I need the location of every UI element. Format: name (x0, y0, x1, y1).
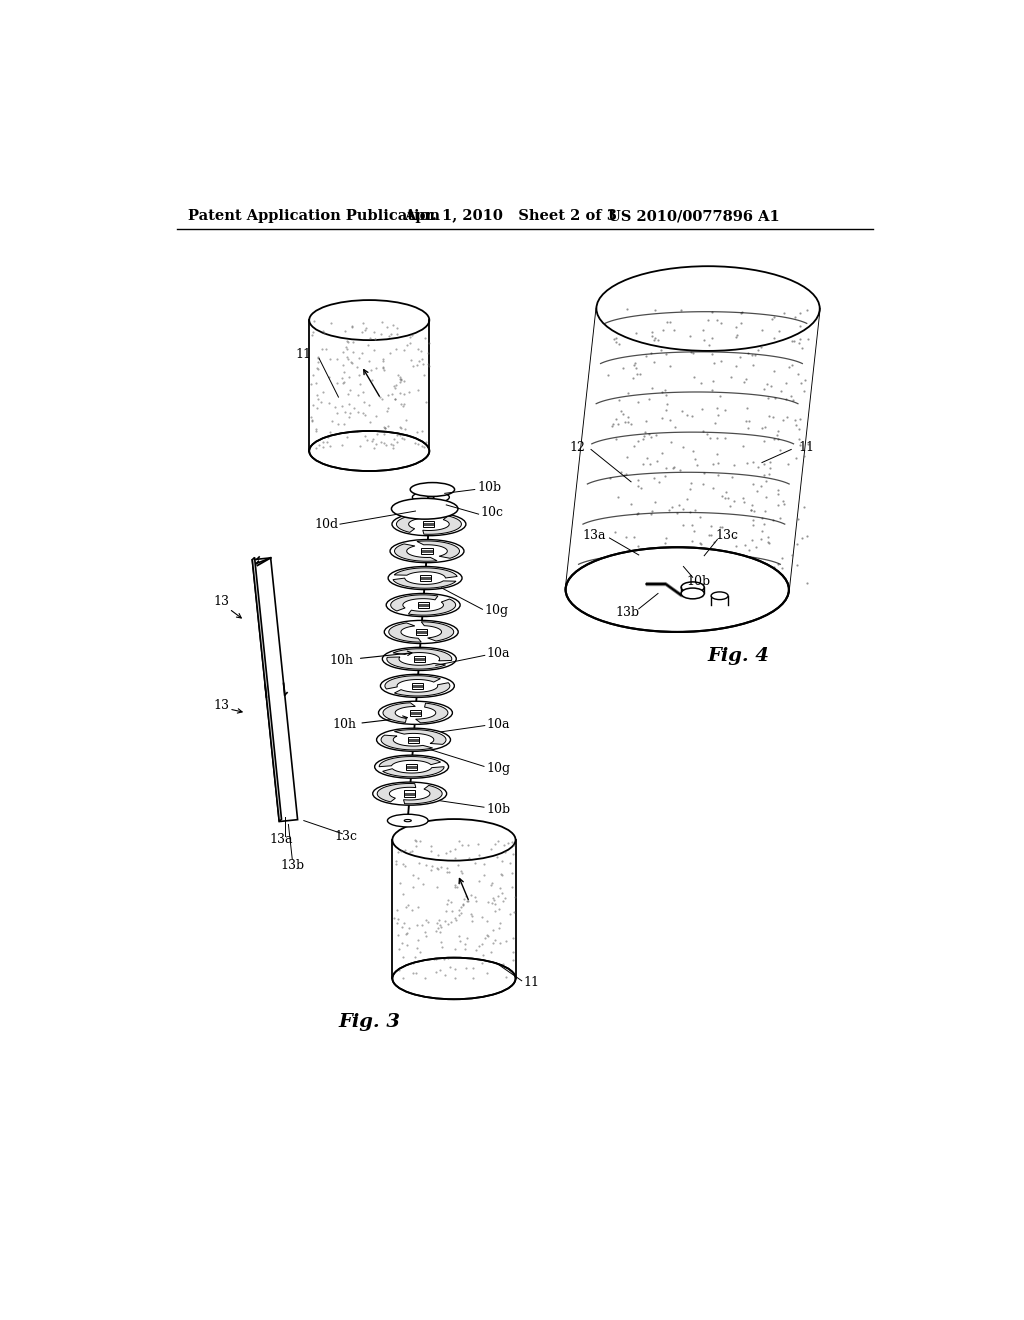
Text: 13c: 13c (335, 829, 357, 842)
Ellipse shape (379, 701, 453, 725)
Polygon shape (309, 321, 429, 451)
Ellipse shape (386, 594, 460, 616)
Polygon shape (394, 730, 446, 744)
Ellipse shape (681, 589, 705, 599)
Ellipse shape (387, 814, 428, 826)
Bar (422, 548, 432, 554)
Polygon shape (392, 840, 515, 978)
Text: Fig. 3: Fig. 3 (338, 1014, 400, 1031)
Ellipse shape (681, 582, 705, 593)
Polygon shape (385, 676, 440, 689)
Text: 10a: 10a (486, 718, 510, 730)
Polygon shape (565, 309, 819, 590)
Polygon shape (396, 513, 435, 532)
Bar (407, 763, 417, 770)
Ellipse shape (711, 591, 728, 599)
Polygon shape (377, 784, 416, 801)
Text: 13a: 13a (583, 529, 606, 543)
Ellipse shape (375, 755, 449, 779)
Polygon shape (381, 735, 433, 750)
Text: 11: 11 (523, 975, 540, 989)
Polygon shape (423, 516, 462, 535)
Ellipse shape (309, 430, 429, 471)
Bar (423, 521, 434, 527)
Polygon shape (252, 558, 298, 821)
Ellipse shape (388, 566, 462, 590)
Bar (418, 602, 429, 609)
Ellipse shape (404, 820, 412, 822)
Polygon shape (416, 704, 447, 723)
Ellipse shape (391, 499, 458, 519)
Ellipse shape (381, 675, 455, 697)
Text: 13: 13 (213, 698, 229, 711)
Text: 10c: 10c (481, 506, 504, 519)
Polygon shape (379, 756, 440, 767)
Ellipse shape (392, 512, 466, 536)
Text: 10g: 10g (486, 762, 510, 775)
Text: 10a: 10a (486, 647, 510, 660)
Text: 13b: 13b (281, 859, 304, 871)
Text: 11: 11 (799, 441, 815, 454)
Ellipse shape (565, 548, 788, 632)
Bar (404, 791, 415, 797)
Ellipse shape (309, 300, 429, 341)
Ellipse shape (373, 781, 446, 805)
Text: 10b: 10b (486, 803, 510, 816)
Polygon shape (409, 599, 456, 615)
Polygon shape (393, 578, 456, 589)
Polygon shape (383, 702, 416, 722)
Polygon shape (394, 568, 457, 578)
Text: 10h: 10h (332, 718, 356, 731)
Ellipse shape (384, 620, 458, 644)
Bar (410, 710, 421, 715)
Text: 12: 12 (569, 441, 585, 454)
Ellipse shape (390, 540, 464, 562)
Text: Patent Application Publication: Patent Application Publication (188, 209, 440, 223)
Ellipse shape (392, 958, 515, 999)
Text: 10g: 10g (484, 605, 509, 618)
Bar (420, 576, 431, 581)
Polygon shape (389, 623, 421, 642)
Ellipse shape (596, 267, 819, 351)
Ellipse shape (392, 818, 515, 861)
Text: 13c: 13c (716, 529, 738, 543)
Text: Apr. 1, 2010   Sheet 2 of 3: Apr. 1, 2010 Sheet 2 of 3 (403, 209, 616, 223)
Text: 13: 13 (213, 594, 229, 607)
Text: 10b: 10b (687, 576, 711, 589)
Polygon shape (391, 595, 438, 611)
Polygon shape (383, 767, 444, 777)
Text: Fig. 4: Fig. 4 (708, 647, 770, 665)
Polygon shape (417, 541, 460, 558)
Text: US 2010/0077896 A1: US 2010/0077896 A1 (608, 209, 779, 223)
Text: 10h: 10h (330, 653, 354, 667)
Ellipse shape (413, 491, 450, 503)
Polygon shape (393, 648, 452, 661)
Text: 13a: 13a (269, 833, 293, 846)
Polygon shape (387, 657, 445, 669)
Text: 10d: 10d (314, 517, 339, 531)
Text: 11: 11 (296, 348, 312, 362)
Ellipse shape (411, 483, 455, 496)
Ellipse shape (382, 647, 457, 671)
Bar (412, 682, 423, 689)
Polygon shape (394, 682, 450, 696)
Text: 13b: 13b (615, 606, 639, 619)
Ellipse shape (377, 729, 451, 751)
Polygon shape (421, 622, 454, 642)
Bar (414, 656, 425, 663)
Ellipse shape (428, 496, 434, 498)
Bar (408, 737, 419, 743)
Text: 10b: 10b (477, 482, 501, 495)
Polygon shape (403, 785, 442, 804)
Polygon shape (252, 557, 282, 821)
Bar (416, 628, 427, 635)
Polygon shape (394, 544, 437, 561)
